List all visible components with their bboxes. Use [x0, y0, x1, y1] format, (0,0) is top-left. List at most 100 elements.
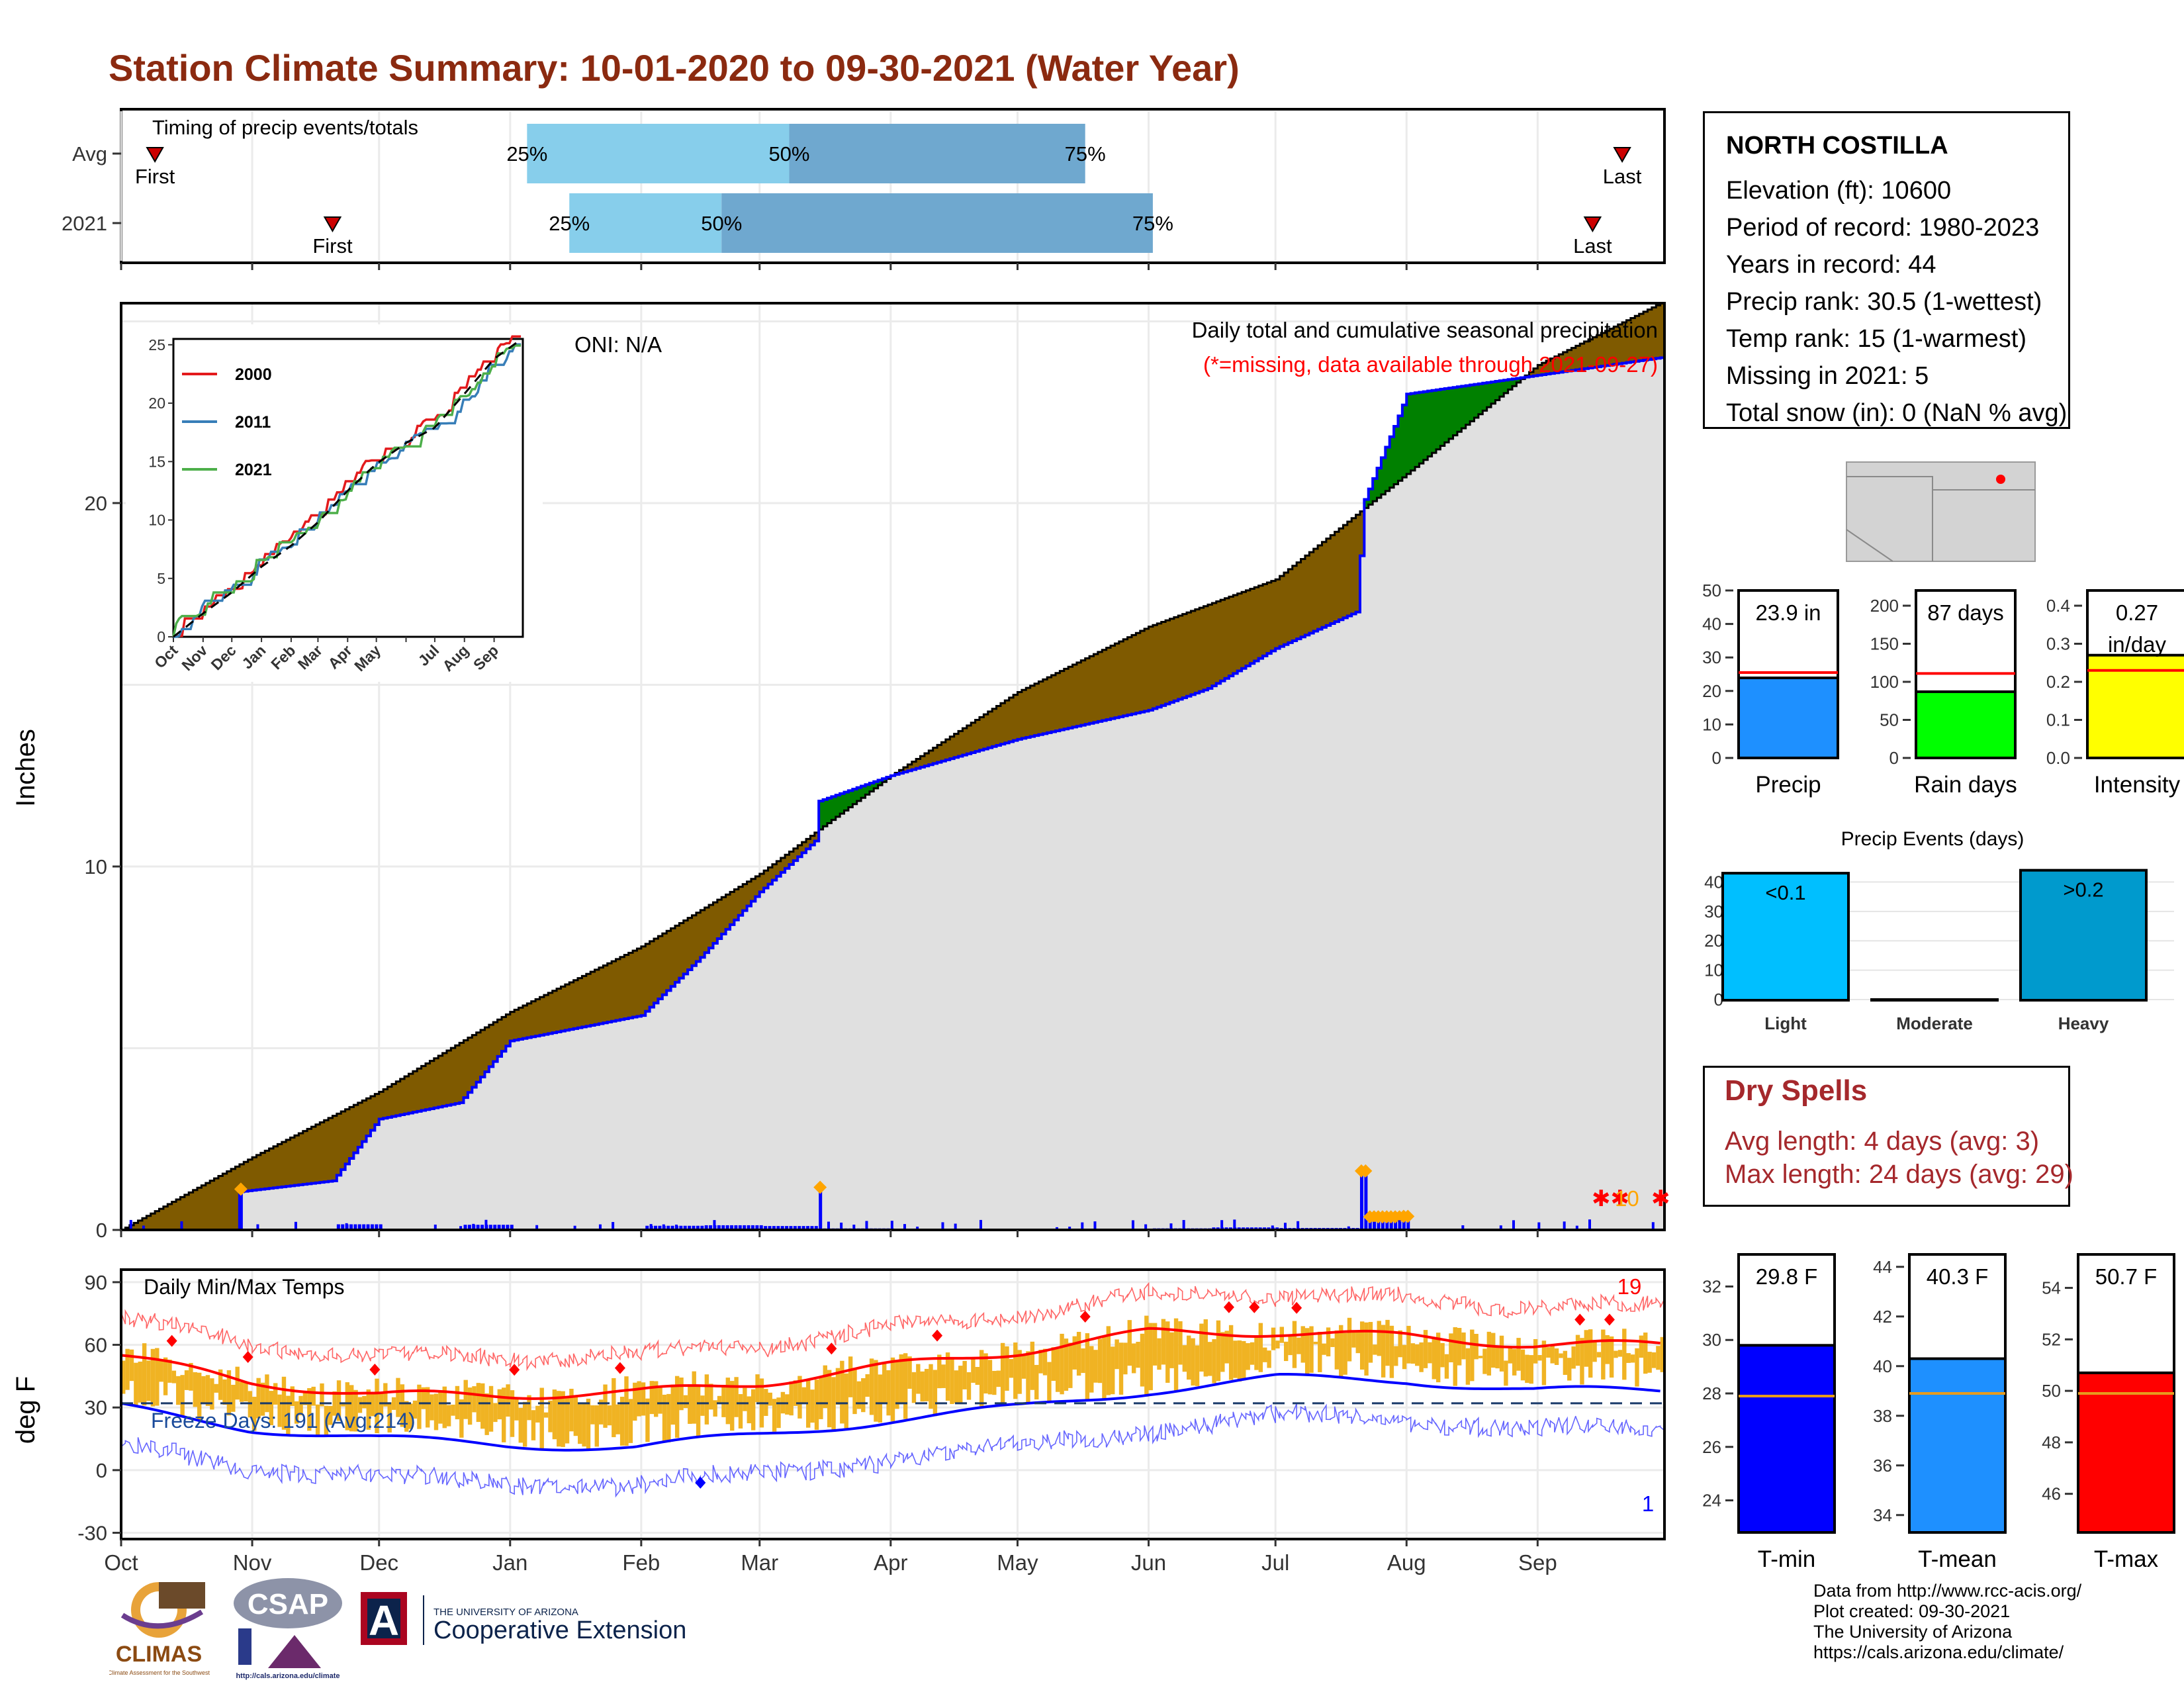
daily-precip-bar: [801, 1226, 805, 1230]
page-title: Station Climate Summary: 10-01-2020 to 0…: [109, 47, 1240, 89]
daily-precip-bar: [865, 1221, 868, 1230]
precip-panel: 0 10 20 Inches ONI: N/A Daily total and cumul…: [11, 302, 1670, 1242]
daily-temp-bar: [806, 1380, 811, 1428]
daily-temp-bar: [1106, 1326, 1111, 1395]
daily-temp-bar: [1085, 1333, 1090, 1401]
precip-events-bar: [2019, 868, 2148, 1002]
daily-temp-bar: [1144, 1315, 1149, 1397]
daily-temp-bar: [721, 1385, 726, 1417]
daily-precip-bar: [814, 1226, 818, 1230]
record-high-marker: [1604, 1313, 1615, 1326]
precip-total-ytick-label: 0: [1712, 748, 1721, 768]
intensity-value-label: 0.27: [2116, 600, 2158, 625]
climas-sub: Climate Assessment for the Southwest: [109, 1669, 210, 1676]
daily-temp-bar: [531, 1410, 536, 1440]
daily-temp-bar: [1224, 1331, 1229, 1364]
daily-precip-bar: [793, 1226, 797, 1230]
tmax-ytick-label: 46: [2042, 1484, 2061, 1504]
timing-p50-label: 50%: [768, 142, 809, 165]
daily-precip-bar: [810, 1226, 814, 1230]
rain-days-xlabel: Rain days: [1914, 772, 2017, 798]
daily-temp-bar: [1559, 1353, 1563, 1358]
daily-temp-bar: [1220, 1332, 1225, 1372]
missing-star: ✱✱: [1592, 1186, 1629, 1211]
daily-precip-bar: [1389, 1219, 1393, 1230]
daily-temp-bar: [1402, 1344, 1407, 1370]
credit-line: Plot created: 09-30-2021: [1813, 1601, 2011, 1621]
daily-temp-bar: [1423, 1330, 1428, 1368]
temp-heading: Daily Min/Max Temps: [144, 1275, 344, 1299]
daily-temp-bar: [400, 1384, 405, 1427]
daily-temp-bar: [688, 1384, 692, 1424]
daily-temp-bar: [649, 1381, 655, 1415]
daily-temp-bar: [252, 1397, 257, 1431]
daily-precip-bar: [683, 1225, 687, 1230]
daily-temp-bar: [1465, 1348, 1471, 1385]
precip-total-ytick-label: 30: [1702, 647, 1721, 667]
daily-temp-bar: [514, 1397, 519, 1421]
daily-precip-bar: [709, 1225, 713, 1230]
daily-temp-bar: [417, 1384, 422, 1429]
daily-temp-bar: [1415, 1344, 1420, 1366]
daily-temp-bar: [1258, 1323, 1263, 1372]
daily-temp-bar: [1385, 1319, 1390, 1366]
dry-spells-max: Max length: 24 days (avg: 29): [1725, 1160, 2073, 1189]
month-label: Jul: [1261, 1550, 1289, 1575]
month-label: Jan: [492, 1550, 527, 1575]
daily-temp-bar: [1313, 1341, 1318, 1344]
dry-spells-title: Dry Spells: [1725, 1074, 1868, 1107]
precip-events-ytick-label: 10: [1704, 961, 1723, 980]
month-label: Mar: [741, 1550, 778, 1575]
daily-temp-bar: [1470, 1329, 1475, 1382]
temp-ytick-label: 0: [96, 1459, 107, 1482]
daily-temp-bar: [1042, 1348, 1048, 1376]
intensity-ytick-label: 0.4: [2046, 596, 2070, 616]
precip-marker: [1359, 1164, 1373, 1178]
daily-temp-bar: [375, 1378, 379, 1434]
daily-precip-bar: [1651, 1222, 1655, 1230]
daily-temp-bar: [561, 1391, 565, 1447]
daily-temp-bar: [1482, 1348, 1487, 1374]
daily-precip-bar: [1461, 1225, 1465, 1230]
daily-precip-bar: [768, 1226, 772, 1230]
daily-temp-bar: [548, 1400, 553, 1432]
daily-temp-bar: [426, 1387, 430, 1428]
daily-temp-bar: [438, 1391, 443, 1424]
daily-temp-bar: [1617, 1350, 1623, 1357]
daily-precip-bar: [1283, 1223, 1287, 1230]
daily-temp-bar: [801, 1387, 807, 1403]
daily-temp-bar: [755, 1374, 760, 1403]
daily-temp-bar: [1428, 1342, 1432, 1364]
university-logo: A THE UNIVERSITY OF ARIZONA Cooperative …: [361, 1592, 686, 1645]
daily-precip-bar: [1398, 1220, 1401, 1230]
timing-bar-late: [789, 124, 1085, 183]
daily-temp-bar: [189, 1362, 193, 1391]
daily-temp-bar: [945, 1352, 950, 1401]
daily-temp-bar: [510, 1390, 515, 1437]
daily-precip-bar: [142, 1225, 145, 1230]
daily-temp-bar: [573, 1395, 578, 1436]
daily-temp-bar: [776, 1397, 781, 1429]
legend-label: 2000: [235, 365, 272, 384]
daily-temp-bar: [603, 1384, 608, 1428]
rain-days-ytick-label: 50: [1880, 710, 1899, 730]
timing-marker-label: Last: [1573, 234, 1612, 258]
daily-temp-bar: [1203, 1319, 1208, 1377]
daily-temp-bar: [1030, 1341, 1035, 1390]
daily-temp-bar: [412, 1400, 418, 1419]
daily-temp-bar: [717, 1395, 722, 1404]
freeze-days-label: Freeze Days: 191 (Avg:214): [151, 1409, 416, 1432]
daily-temp-bar: [201, 1376, 206, 1404]
daily-temp-bar: [539, 1387, 544, 1450]
daily-temp-bar: [370, 1391, 375, 1417]
daily-precip-bar: [662, 1224, 665, 1230]
daily-temp-bar: [1250, 1342, 1255, 1365]
daily-temp-bar: [696, 1385, 701, 1436]
daily-temp-bar: [167, 1359, 172, 1383]
daily-precip-bar: [1182, 1220, 1185, 1230]
daily-temp-bar: [446, 1405, 451, 1427]
daily-temp-bar: [557, 1391, 561, 1447]
daily-temp-bar: [1373, 1344, 1377, 1355]
daily-temp-bar: [1499, 1335, 1504, 1372]
cumulative-line: [121, 356, 1664, 1231]
